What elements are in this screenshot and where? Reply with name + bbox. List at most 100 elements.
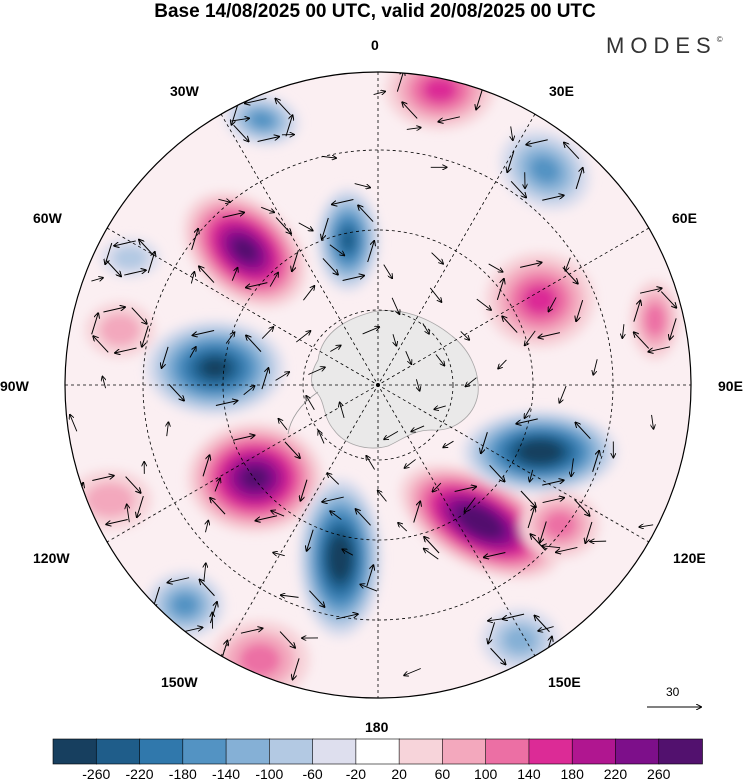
colorbar [52, 738, 703, 765]
wind-vector [245, 98, 267, 104]
colorbar-swatch [442, 738, 487, 765]
wind-vector [405, 459, 416, 468]
colorbar-swatch [139, 738, 184, 765]
wind-vector [524, 407, 531, 418]
wind-vector [362, 327, 380, 335]
anomaly-field [65, 58, 691, 698]
anomaly-contour [201, 358, 229, 378]
wind-vector [210, 498, 226, 515]
wind-vector [102, 377, 105, 389]
wind-vector [358, 205, 374, 222]
wind-vector [422, 323, 429, 333]
wind-vector [354, 183, 370, 188]
wind-vector [91, 313, 99, 335]
wind-vector [429, 287, 441, 302]
colorbar-swatch [182, 738, 227, 765]
wind-vector [127, 504, 130, 523]
wind-vector [92, 476, 113, 481]
wind-vector [246, 282, 268, 288]
wind-vector [476, 88, 484, 109]
wind-vector [516, 418, 538, 424]
wind-vector [261, 368, 269, 390]
wind-vector [246, 335, 262, 352]
reference-vector-label: 30 [666, 685, 680, 699]
wind-vector [652, 414, 654, 429]
anomaly-contour [85, 482, 135, 518]
wind-vector [340, 402, 345, 418]
wind-vector [231, 268, 237, 281]
wind-vector [507, 150, 515, 172]
wind-vector [488, 618, 506, 621]
wind-vector [222, 212, 244, 218]
wind-vector [525, 330, 536, 346]
wind-vector [435, 354, 445, 365]
wind-vector [232, 435, 254, 441]
wind-vector [542, 546, 561, 548]
lon-label-30e: 30E [549, 83, 574, 99]
wind-vector [261, 206, 274, 212]
wind-vector [300, 479, 308, 501]
anomaly-contour [644, 303, 666, 337]
anomaly-contour [527, 445, 553, 459]
wind-vector [622, 324, 624, 338]
wind-vector [342, 549, 354, 556]
anomaly-contour [233, 239, 257, 261]
wind-vector [432, 482, 442, 492]
wind-vector [366, 565, 374, 587]
colorbar-tick-label: 180 [560, 766, 584, 782]
wind-vector [342, 276, 364, 281]
anomaly-contour [466, 512, 494, 532]
colorbar-swatch [225, 738, 271, 765]
wind-vector [575, 423, 591, 440]
wind-vector [373, 91, 386, 94]
modes-logo: MODES© [606, 33, 723, 58]
lon-label-150e: 150E [548, 674, 581, 690]
wind-vector [633, 301, 641, 322]
wind-vector [131, 307, 147, 324]
wind-vector [398, 523, 408, 532]
wind-vector [70, 415, 78, 432]
wind-vector [306, 396, 315, 410]
wind-vector [162, 346, 169, 368]
wind-vectors [70, 58, 676, 692]
colorbar-swatch [398, 738, 444, 765]
wind-vector [565, 257, 571, 271]
wind-vector [275, 372, 290, 381]
colorbar-swatch [355, 738, 400, 765]
wind-vector [498, 359, 507, 369]
wind-vector [556, 546, 578, 552]
wind-vector [309, 590, 324, 607]
south-pole-marker [376, 383, 380, 387]
colorbar-tick-label: -180 [168, 766, 197, 782]
wind-vector [258, 686, 280, 692]
wind-vector [367, 241, 375, 263]
wind-vector [303, 286, 314, 301]
wind-vector [329, 244, 344, 256]
wind-vector [640, 288, 661, 294]
wind-vector [215, 401, 237, 407]
wind-vector [106, 519, 128, 525]
map-title: Base 14/08/2025 00 UTC, valid 20/08/2025… [154, 1, 596, 22]
wind-vector [431, 252, 444, 264]
wind-vector [540, 521, 547, 542]
wind-vector [240, 628, 262, 634]
wind-vector [142, 325, 149, 347]
wind-vector [420, 58, 441, 63]
wind-vector [167, 422, 169, 437]
wind-vector [424, 549, 439, 560]
wind-vector [322, 258, 338, 274]
wind-vector [496, 279, 504, 301]
wind-vector [443, 440, 454, 447]
wind-vector [634, 332, 650, 349]
lon-label-150w: 150W [161, 674, 198, 690]
wind-vector [273, 553, 285, 556]
wind-vector [489, 464, 505, 481]
wind-vector [330, 511, 342, 520]
wind-vector [571, 458, 573, 476]
colorbar-tick-label: 260 [647, 766, 671, 782]
wind-vector [527, 507, 535, 529]
wind-vector [257, 137, 279, 142]
wind-vector [199, 266, 215, 283]
wind-vector [200, 580, 215, 597]
